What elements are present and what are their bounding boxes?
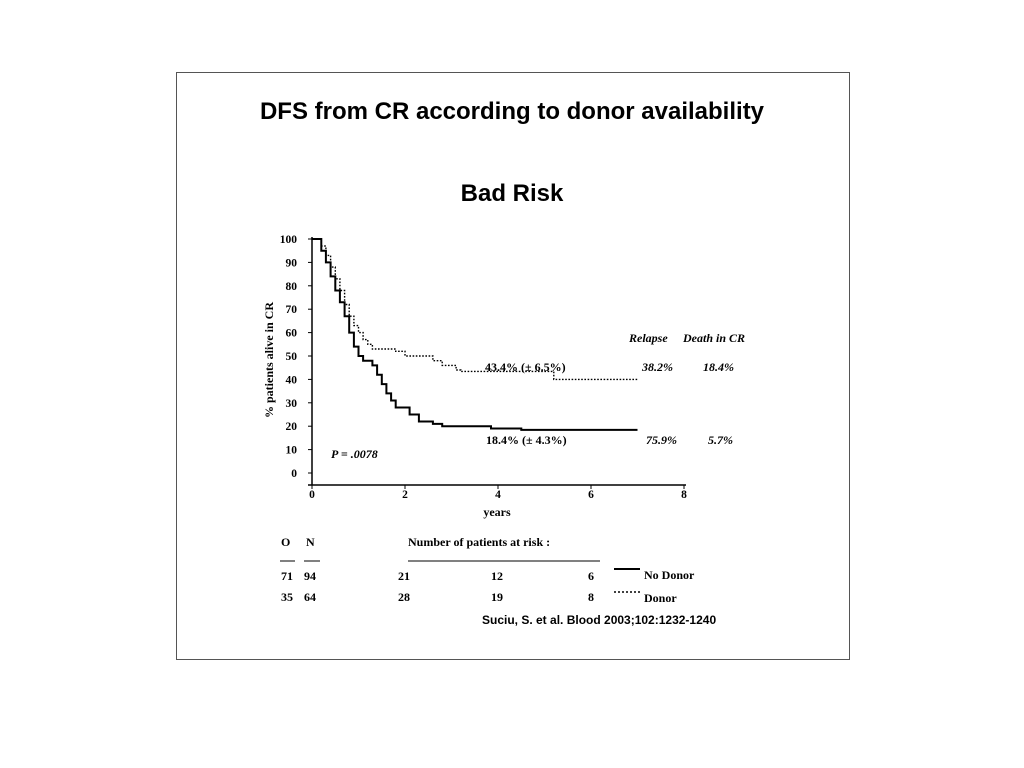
y-tick-label: 60 [286, 328, 298, 340]
risk-legend-nodonor-label: No Donor [644, 568, 695, 582]
risk-col-o: O [281, 535, 290, 549]
nodonor-death-value: 5.7% [708, 433, 733, 447]
y-tick-label: 20 [286, 421, 298, 433]
chart-curves [312, 238, 638, 431]
x-tick-label: 6 [588, 489, 594, 501]
risk-heading: Number of patients at risk : [408, 535, 550, 549]
y-tick-label: 10 [286, 445, 298, 457]
risk-table: O N Number of patients at risk : 71 94 2… [280, 535, 695, 605]
p-value: P = .0078 [331, 447, 378, 461]
slide-subtitle: Bad Risk [460, 180, 564, 207]
curve-no-donor [312, 238, 638, 431]
header-death: Death in CR [682, 331, 745, 345]
slide-frame [176, 72, 850, 660]
risk-row-donor-o: 35 [281, 590, 293, 604]
donor-relapse-value: 38.2% [641, 360, 673, 374]
y-tick-label: 0 [291, 468, 297, 480]
y-tick-label: 90 [286, 257, 298, 269]
risk-row-nodonor-t4: 12 [491, 569, 503, 583]
citation: Suciu, S. et al. Blood 2003;102:1232-124… [482, 613, 717, 627]
nodonor-relapse-value: 75.9% [646, 433, 677, 447]
risk-row-nodonor-t6: 6 [588, 569, 594, 583]
y-tick-label: 100 [280, 234, 298, 246]
y-tick-label: 70 [286, 304, 298, 316]
risk-row-donor-t4: 19 [491, 590, 503, 604]
x-tick-label: 8 [681, 489, 687, 501]
x-axis-label: years [483, 505, 511, 519]
nodonor-curve-label: 18.4% (± 4.3%) [486, 433, 567, 447]
y-tick-label: 30 [286, 398, 298, 410]
x-tick-label: 0 [309, 489, 315, 501]
header-relapse: Relapse [628, 331, 668, 345]
x-tick-label: 2 [402, 489, 408, 501]
y-axis-label: % patients alive in CR [262, 302, 276, 418]
risk-legend-donor-label: Donor [644, 591, 677, 605]
risk-row-donor-t2: 28 [398, 590, 410, 604]
risk-row-donor-n: 64 [304, 590, 316, 604]
donor-curve-label: 43.4% (± 6.5%) [485, 360, 566, 374]
x-tick-label: 4 [495, 489, 501, 501]
risk-row-donor-t6: 8 [588, 590, 594, 604]
chart-axes: 0 10 20 30 40 50 60 70 80 90 100 0 2 4 6 8 [280, 234, 687, 501]
risk-row-nodonor-o: 71 [281, 569, 293, 583]
y-tick-label: 80 [286, 281, 298, 293]
curve-donor [312, 238, 638, 381]
slide-title: DFS from CR according to donor availabil… [259, 98, 765, 125]
risk-col-n: N [306, 535, 315, 549]
y-tick-label: 40 [286, 374, 298, 386]
risk-row-nodonor-n: 94 [304, 569, 316, 583]
donor-death-value: 18.4% [703, 360, 734, 374]
y-tick-label: 50 [286, 351, 298, 363]
risk-row-nodonor-t2: 21 [398, 569, 410, 583]
